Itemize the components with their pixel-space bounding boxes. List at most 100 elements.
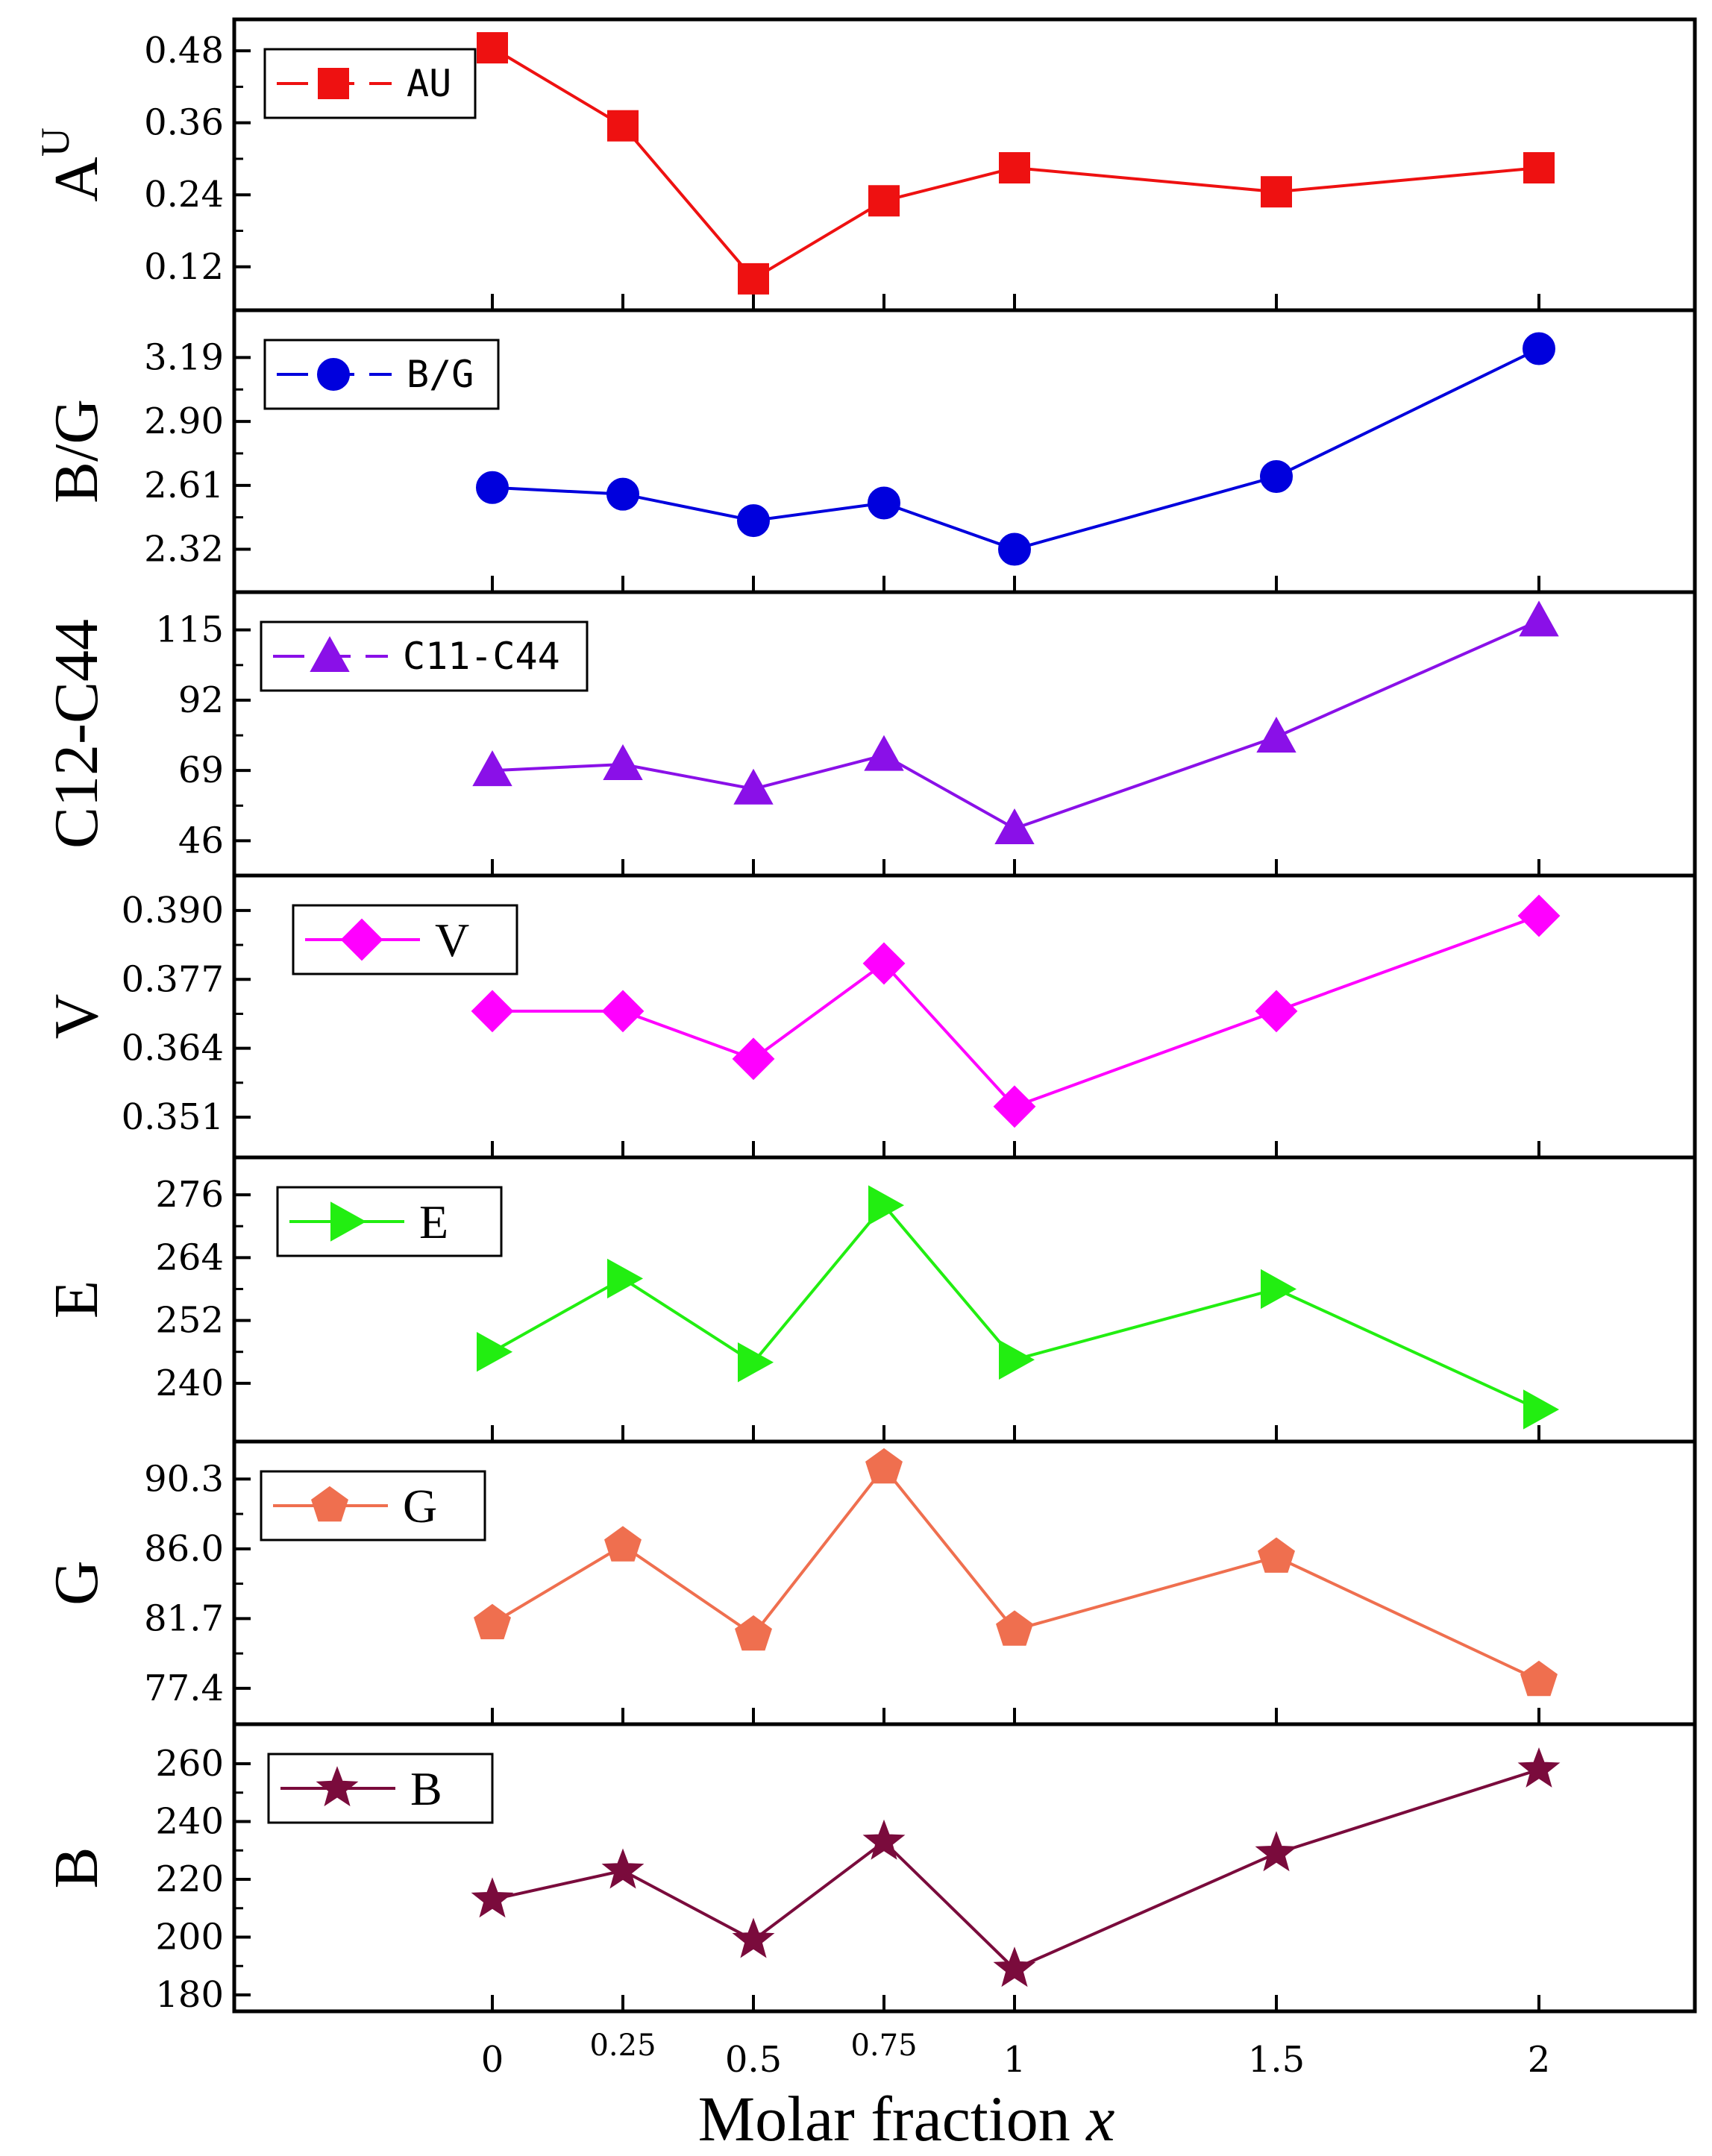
y-tick-label: 200 [155,1917,224,1958]
y-axis-title: G [42,1560,111,1606]
y-axis-title-sup: U [33,128,78,157]
y-axis: 46 69 92 115 [155,609,251,861]
data-point-au [738,263,769,295]
panel-b: 180 200 220 240 260 B B [42,1722,1697,2016]
y-axis: 2.32 2.61 2.90 3.19 [144,336,251,571]
data-point-e [1523,1389,1560,1430]
y-tick-label: 69 [178,749,224,791]
data-point-cp [864,735,904,771]
y-axis-title-main: B [42,1847,111,1888]
data-point-bg [737,504,770,538]
x-tick-label: 1.5 [1248,2039,1305,2081]
x-tick-label: 0.25 [589,2028,656,2063]
legend-g: G [260,1470,486,1541]
y-tick-label: 0.24 [144,174,224,216]
data-point-g [996,1610,1033,1646]
y-axis-title-main: A [42,157,111,202]
data-point-v [601,990,645,1033]
y-tick-label: 2.61 [144,465,224,506]
y-tick-label: 0.48 [144,30,224,72]
y-tick-label: 180 [155,1974,224,2016]
x-tick-label: 0.5 [725,2039,782,2081]
legend-label: C11-C44 [403,635,560,678]
y-axis: 180 200 220 240 260 [155,1743,251,2016]
x-axis: 0 0.25 0.5 0.75 1 1.5 2 Molar fraction x [481,2028,1551,2155]
y-tick-label: 0.12 [144,246,224,288]
y-axis-title: B [42,1847,111,1888]
data-point-cp [472,750,512,787]
legend-label: G [403,1480,437,1533]
y-tick-label: 0.377 [122,958,224,1000]
y-tick-label: 115 [155,609,224,651]
y-tick-label: 0.351 [122,1096,224,1138]
data-point-e [868,1185,905,1225]
legend-label: E [419,1195,448,1248]
legend-v: V [292,904,518,975]
data-point-e [999,1339,1035,1380]
data-point-b [732,1917,775,1958]
data-point-g [1258,1537,1295,1573]
data-point-bg [1523,332,1555,365]
y-tick-label: 220 [155,1858,224,1900]
data-point-cp [1519,600,1559,637]
y-tick-label: 2.90 [144,400,224,442]
data-point-g [604,1526,642,1562]
y-tick-label: 90.3 [144,1458,224,1500]
legend-box [260,620,589,692]
data-point-au [999,152,1030,184]
data-point-cp [994,808,1035,845]
y-axis-title: E [42,1280,111,1319]
data-point-bg [998,532,1031,566]
panel-e: 240 252 264 276 E E [42,1155,1697,1444]
data-point-b [862,1819,906,1860]
data-point-g [474,1603,511,1640]
data-point-b [993,1946,1036,1987]
data-point-v [732,1037,775,1081]
data-point-v [1255,990,1298,1033]
data-point-bg [868,486,900,520]
legend-marker [318,68,349,99]
series-line-g [491,1465,1540,1682]
x-ticks [491,859,1540,876]
series-line-v [492,914,1540,1109]
panel-g: 77.4 81.7 86.0 90.3 G G [42,1439,1697,1726]
data-point-b [471,1877,514,1918]
panel-frame [232,1722,1697,2014]
legend-label: AU [407,62,451,105]
legend-marker [330,1201,367,1242]
legend-marker [311,1486,348,1522]
data-point-b [601,1848,645,1889]
data-point-g [735,1615,772,1651]
data-point-au [607,110,639,142]
data-point-cp [733,768,774,805]
data-point-v [1517,894,1561,937]
legend-label: B [410,1762,442,1815]
legend-au: AU [263,48,477,119]
x-axis-title: Molar fraction x [698,2083,1115,2155]
data-point-b [1517,1747,1561,1788]
y-tick-label: 264 [155,1236,224,1278]
series-line-b [492,1767,1540,1971]
y-tick-label: 0.364 [122,1028,224,1069]
legend-cp: C11-C44 [260,620,589,692]
data-point-v [862,942,906,985]
y-axis: 0.12 0.24 0.36 0.48 [144,30,251,288]
y-axis-title-main: E [42,1280,111,1319]
data-point-v [471,990,514,1033]
x-ticks [491,1141,1540,1157]
series-line-e [492,1202,1540,1411]
x-tick-label: 2 [1528,2039,1551,2081]
y-axis-title-main: V [42,994,111,1040]
legend-label: B/G [407,353,474,396]
legend-marker [310,635,350,672]
data-point-au [477,32,508,64]
panel-bg: 2.32 2.61 2.90 3.19 B/G B/G [42,308,1697,594]
data-point-au [868,185,900,217]
y-tick-label: 77.4 [144,1668,224,1709]
data-point-e [1261,1269,1297,1310]
data-point-cp [603,744,643,780]
data-point-au [1261,176,1292,208]
data-point-g [1520,1660,1558,1697]
